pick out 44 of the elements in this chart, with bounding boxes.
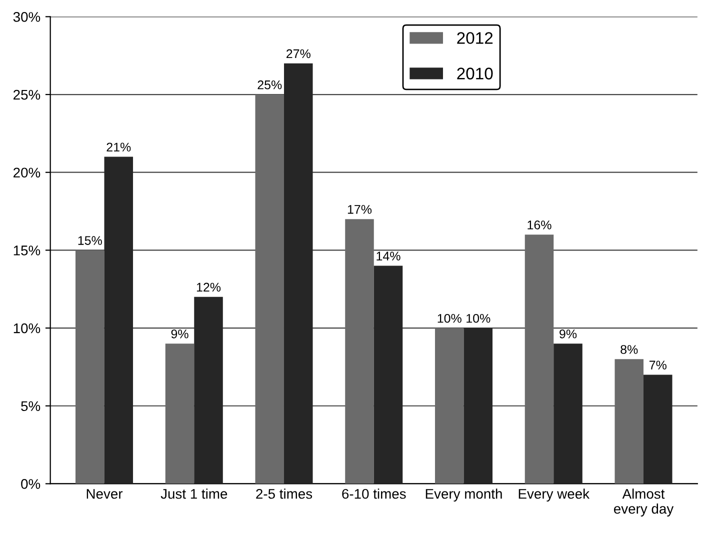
data-label: 25% (258, 80, 282, 90)
data-label: 10% (466, 314, 490, 323)
data-label: 8% (620, 345, 638, 354)
data-label: 10% (438, 314, 462, 323)
data-label: 12% (196, 282, 221, 292)
bar (554, 344, 582, 484)
y-tick-label: 20% (14, 168, 40, 178)
bar (284, 63, 313, 484)
bar (255, 94, 284, 484)
bar (524, 234, 554, 484)
data-label: 27% (286, 49, 310, 58)
data-label: 14% (376, 252, 400, 260)
bar (614, 359, 644, 484)
x-tick-label: Never (86, 489, 123, 499)
data-label: 15% (78, 236, 102, 245)
bar (374, 266, 403, 484)
data-label: 9% (560, 330, 577, 338)
x-tick-label: 6-10 times (342, 488, 406, 499)
x-tick-label: Every week (518, 488, 590, 502)
data-label: 17% (348, 205, 372, 214)
data-label: 16% (528, 220, 552, 230)
bar (644, 374, 672, 484)
data-label: 21% (106, 142, 131, 152)
legend-label: 2010 (457, 68, 493, 80)
bar (165, 344, 194, 484)
bar (75, 250, 104, 484)
x-tick-label: Just 1 time (160, 488, 228, 499)
y-tick-label: 25% (14, 90, 40, 100)
x-tick-label: Almost every day (614, 488, 674, 516)
y-tick-label: 5% (21, 401, 40, 412)
y-tick-label: 30% (13, 12, 40, 22)
bar (464, 328, 493, 484)
bar (194, 296, 223, 484)
y-tick-label: 0% (21, 479, 40, 489)
bar (345, 219, 374, 484)
y-tick-label: 15% (14, 246, 40, 256)
data-label: 7% (649, 360, 666, 370)
bar (434, 328, 464, 484)
data-label: 9% (171, 330, 188, 338)
x-tick-label: Every month (426, 488, 502, 502)
x-tick-label: 2-5 times (256, 488, 312, 499)
bar (104, 156, 134, 484)
legend-label: 2012 (457, 32, 493, 44)
y-tick-label: 10% (14, 323, 40, 334)
